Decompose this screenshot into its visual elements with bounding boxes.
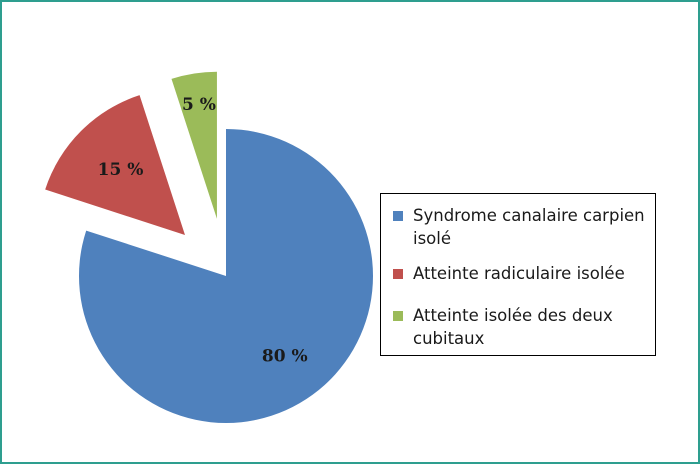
legend-item-2: Atteinte isolée des deux cubitaux (393, 304, 648, 350)
legend-swatch-0 (393, 211, 403, 221)
pie-data-label-0: 80 % (262, 346, 308, 366)
legend-label-1: Atteinte radiculaire isolée (413, 264, 625, 283)
legend-item-1: Atteinte radiculaire isolée (393, 262, 648, 285)
pie-data-label-2: 5 % (182, 95, 216, 115)
pie-slices (45, 71, 374, 423)
pie-data-labels: 80 % 15 % 5 % (98, 95, 308, 366)
legend: Syndrome canalaire carpien isolé Atteint… (380, 193, 656, 356)
legend-swatch-2 (393, 311, 403, 321)
pie-slice-0 (78, 129, 374, 423)
legend-label-2: Atteinte isolée des deux cubitaux (413, 306, 613, 348)
pie-slice-2 (171, 71, 217, 219)
pie-data-label-1: 15 % (98, 160, 144, 180)
legend-item-0: Syndrome canalaire carpien isolé (393, 204, 648, 250)
legend-label-0: Syndrome canalaire carpien isolé (413, 206, 645, 248)
legend-swatch-1 (393, 269, 403, 279)
pie-slice-1 (45, 95, 185, 235)
